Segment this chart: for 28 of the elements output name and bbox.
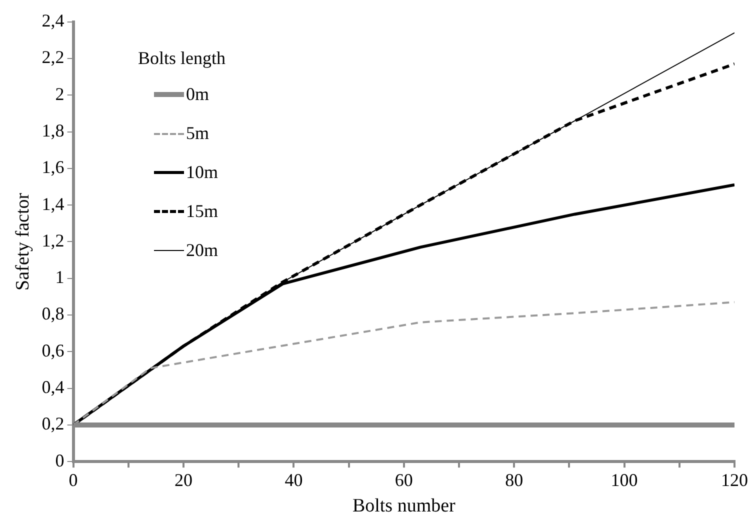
y-tick-label: 2 bbox=[55, 84, 64, 104]
x-tick-label: 80 bbox=[505, 470, 524, 490]
x-tick-label: 40 bbox=[284, 470, 303, 490]
y-tick-label: 2,4 bbox=[42, 10, 64, 31]
y-tick-label: 1,2 bbox=[42, 230, 64, 250]
legend-label: 0m bbox=[186, 84, 210, 105]
y-tick-label: 0,6 bbox=[42, 340, 64, 360]
legend-label: 20m bbox=[186, 240, 218, 261]
legend-label: 15m bbox=[186, 201, 218, 222]
y-tick-label: 1 bbox=[55, 267, 64, 288]
y-tick-label: 2,2 bbox=[42, 47, 64, 68]
y-tick-label: 0 bbox=[55, 450, 64, 470]
y-axis-title: Safety factor bbox=[12, 192, 34, 290]
x-tick-label: 20 bbox=[174, 470, 192, 490]
x-tick-label: 120 bbox=[721, 470, 748, 490]
legend-title: Bolts length bbox=[138, 48, 226, 69]
y-tick-label: 0,8 bbox=[42, 304, 64, 324]
y-tick-label: 1,8 bbox=[42, 120, 64, 140]
legend-label: 10m bbox=[186, 162, 218, 183]
y-tick-label: 1,4 bbox=[42, 194, 64, 214]
y-tick-label: 0,2 bbox=[42, 414, 64, 434]
x-tick-label: 60 bbox=[394, 470, 413, 490]
x-tick-label: 100 bbox=[610, 470, 638, 490]
y-tick-label: 1,6 bbox=[42, 157, 64, 178]
x-tick-label: 0 bbox=[68, 470, 78, 490]
legend-label: 5m bbox=[186, 123, 210, 144]
x-axis-title: Bolts number bbox=[352, 496, 456, 517]
y-tick-label: 0,4 bbox=[42, 377, 64, 398]
